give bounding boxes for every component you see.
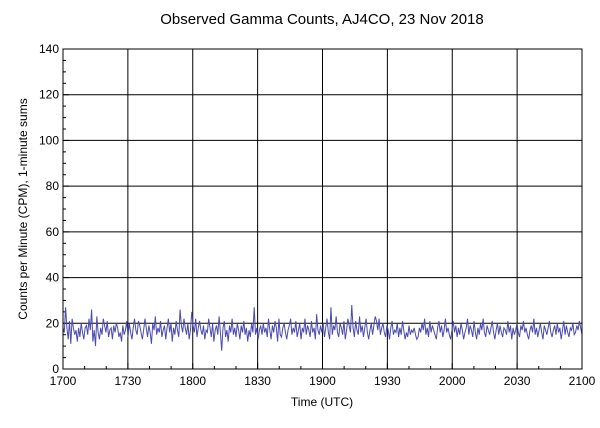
x-tick-label: 2030 [504, 374, 531, 388]
x-tick-label: 1930 [374, 374, 401, 388]
chart-title: Observed Gamma Counts, AJ4CO, 23 Nov 201… [160, 11, 484, 28]
x-tick-label: 1830 [244, 374, 271, 388]
y-axis-label: Counts per Minute (CPM), 1-minute sums [16, 98, 30, 319]
y-axis-ticks: 0 20 40 60 80 100 120 140 [39, 42, 69, 376]
x-tick-label: 1900 [309, 374, 336, 388]
x-tick-label: 2000 [439, 374, 466, 388]
y-tick-label: 20 [46, 316, 60, 330]
y-tick-label: 60 [46, 225, 60, 239]
y-tick-label: 40 [46, 271, 60, 285]
y-tick-label: 80 [46, 179, 60, 193]
y-tick-label: 120 [39, 88, 59, 102]
series-line-gamma-counts [62, 304, 583, 351]
plot-frame [62, 48, 583, 370]
x-axis-label: Time (UTC) [291, 395, 353, 409]
x-tick-label: 1800 [179, 374, 206, 388]
x-axis-ticks: 1700 1730 1800 1830 1900 1930 2000 2030 2100 [50, 363, 596, 388]
x-tick-label: 1730 [115, 374, 142, 388]
y-tick-label: 100 [39, 133, 59, 147]
y-tick-label: 140 [39, 42, 59, 56]
x-tick-label: 2100 [569, 374, 596, 388]
x-tick-label: 1700 [50, 374, 77, 388]
y-tick-label: 0 [52, 362, 59, 376]
